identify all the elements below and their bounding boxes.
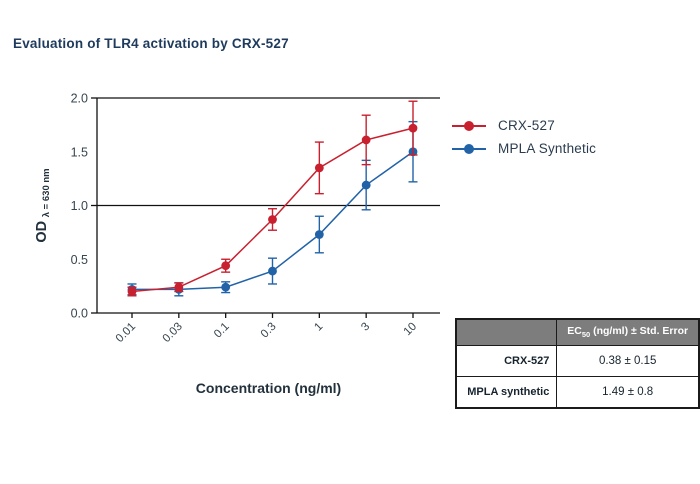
y-tick-label: 1.0: [71, 199, 88, 213]
ec-units: (ng/ml) ± Std. Error: [590, 325, 689, 338]
table-header-row: EC50 (ng/ml) ± Std. Error: [455, 318, 700, 346]
legend-marker-crx-527-icon: [452, 120, 486, 132]
table-corner-cell: [455, 318, 558, 346]
x-tick-label: 1: [312, 321, 325, 334]
table-row-mpla-synthetic: MPLA synthetic 1.49 ± 0.8: [455, 376, 700, 409]
legend-marker-mpla-icon: [452, 143, 486, 155]
x-tick-label: 10: [402, 321, 420, 339]
tlr4-chart-canvas: 0.0 0.5 1.0 1.5 2.0 0.01 0.03 0.1 0.3 1 3 10 Concent…: [34, 92, 440, 396]
row-label-cell: MPLA synthetic: [455, 376, 558, 409]
data-point: [221, 261, 231, 271]
data-point: [127, 287, 137, 296]
y-tick-label: 1.5: [71, 145, 88, 159]
table-row-crx-527: CRX-527 0.38 ± 0.15: [455, 345, 700, 377]
ec-subscript: 50: [581, 330, 591, 340]
data-point: [361, 180, 371, 190]
data-point: [174, 282, 184, 292]
legend-label-mpla-synthetic: MPLA Synthetic: [498, 141, 597, 156]
x-tick-label: 0.01: [114, 321, 138, 345]
series-crx-527: [127, 100, 418, 297]
x-tick-label: 0.3: [259, 321, 279, 341]
legend-item-mpla-synthetic: MPLA Synthetic: [452, 137, 596, 160]
data-point: [314, 163, 324, 173]
y-axis-title: OD λ = 630 nm: [34, 168, 52, 242]
legend-item-crx-527: CRX-527: [452, 114, 596, 137]
y-tick-label: 0.0: [71, 307, 88, 321]
legend-label-crx-527: CRX-527: [498, 118, 555, 133]
data-point: [408, 123, 418, 133]
x-tick-label: 0.03: [161, 321, 185, 345]
data-point: [221, 282, 231, 292]
row-value-cell: 1.49 ± 0.8: [556, 376, 700, 409]
ec-label: EC: [567, 325, 582, 338]
data-point: [361, 135, 371, 145]
data-point: [268, 215, 277, 224]
figure-title: Evaluation of TLR4 activation by CRX-527: [13, 36, 289, 51]
table-header-ec50: EC50 (ng/ml) ± Std. Error: [556, 318, 700, 346]
data-point: [268, 266, 277, 276]
x-tick-label: 3: [359, 321, 372, 334]
row-label-cell: CRX-527: [455, 345, 558, 377]
x-axis-title: Concentration (ng/ml): [196, 380, 341, 396]
x-tick-label: 0.1: [212, 321, 232, 341]
row-value-cell: 0.38 ± 0.15: [556, 345, 700, 377]
y-tick-label: 0.5: [71, 253, 88, 267]
y-tick-label: 2.0: [71, 92, 88, 106]
ec50-table: EC50 (ng/ml) ± Std. Error CRX-527 0.38 ±…: [455, 318, 700, 409]
data-point: [314, 230, 324, 239]
chart-legend: CRX-527 MPLA Synthetic: [452, 114, 596, 160]
